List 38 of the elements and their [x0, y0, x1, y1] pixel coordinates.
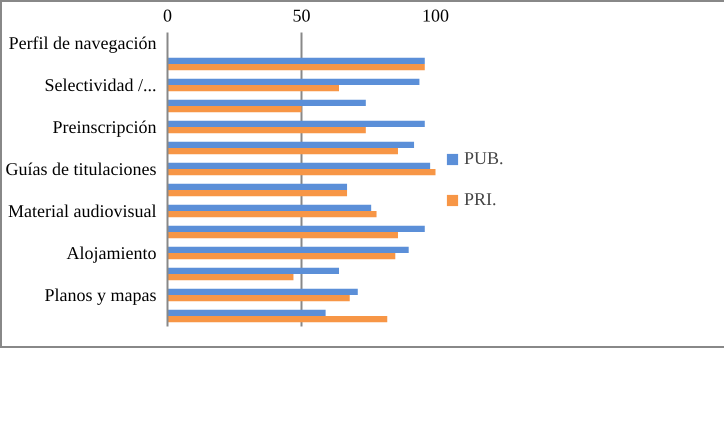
x-tick-label: 100: [422, 6, 449, 26]
bar: [168, 142, 414, 148]
bar: [168, 64, 425, 70]
y-tick-label: Selectividad /...: [44, 75, 157, 95]
bar: [168, 211, 377, 218]
legend-label: PRI.: [464, 189, 497, 210]
y-tick-label: Preinscripción: [52, 117, 157, 137]
y-tick-label: Perfil de navegación: [8, 33, 156, 53]
bar: [168, 226, 425, 232]
bar: [168, 100, 366, 106]
bar: [168, 310, 326, 316]
bar: [168, 253, 396, 260]
bar: [168, 127, 366, 134]
x-tick-label: 50: [292, 6, 310, 26]
bar: [168, 162, 430, 169]
bar: [168, 106, 302, 112]
bar: [168, 232, 398, 238]
bar: [168, 148, 398, 154]
bar: [168, 120, 425, 127]
bar: [168, 184, 348, 190]
bar: [168, 288, 358, 295]
bar: [168, 274, 294, 280]
bar: [168, 295, 350, 302]
bar: [168, 316, 388, 322]
bar: [168, 268, 340, 274]
y-tick-label: Material audiovisual: [8, 201, 157, 221]
bar: [168, 204, 372, 211]
legend-label: PUB.: [464, 148, 504, 169]
bar: [168, 85, 340, 92]
x-tick-label: 0: [163, 6, 172, 26]
bar: [168, 190, 348, 196]
bar: [168, 169, 436, 176]
bar: [168, 58, 425, 64]
bar: [168, 78, 420, 85]
y-tick-label: Planos y mapas: [44, 285, 157, 305]
bar: [168, 246, 409, 253]
y-tick-label: Guías de titulaciones: [6, 159, 157, 179]
y-tick-label: Alojamiento: [66, 243, 156, 263]
